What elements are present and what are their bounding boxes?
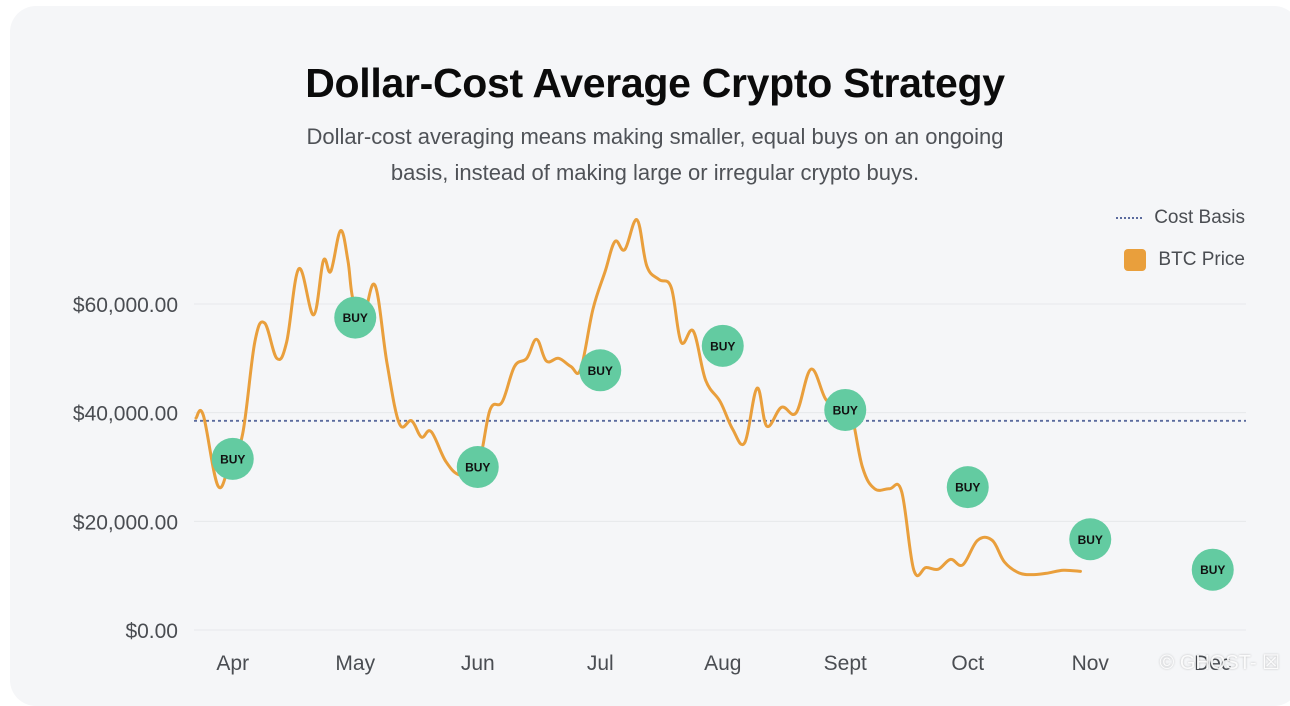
x-tick-label: Dec — [1194, 652, 1231, 675]
buy-marker-label: BUY — [1200, 563, 1225, 577]
y-tick-label: $20,000.00 — [73, 511, 178, 534]
buy-marker[interactable] — [334, 296, 377, 339]
btc-price-chart: $0.00 $20,000.00 $40,000.00 $60,000.00 Apr Ma… — [73, 218, 1246, 675]
x-tick-label: Apr — [216, 652, 249, 675]
buy-marker[interactable] — [456, 446, 499, 488]
x-tick-label: Jul — [587, 652, 614, 675]
buy-marker-label: BUY — [710, 339, 735, 353]
buy-marker[interactable] — [1191, 548, 1234, 591]
watermark: © GHOST- ☒ — [1159, 652, 1280, 674]
x-tick-label: May — [335, 652, 375, 675]
legend-label-btc-price: BTC Price — [1158, 249, 1245, 270]
chart-card — [10, 6, 1290, 706]
buy-marker-label: BUY — [833, 403, 858, 417]
orange-swatch-icon — [1124, 249, 1147, 271]
y-tick-label: $40,000.00 — [73, 403, 178, 426]
buy-marker[interactable] — [1069, 518, 1112, 561]
legend: Cost Basis BTC Price — [1116, 204, 1245, 288]
buy-marker-label: BUY — [343, 311, 368, 325]
dotted-line-icon — [1116, 217, 1143, 219]
buy-marker[interactable] — [579, 349, 622, 392]
y-tick-label: $0.00 — [125, 620, 178, 643]
x-tick-label: Aug — [704, 652, 741, 675]
legend-label-cost-basis: Cost Basis — [1154, 207, 1245, 228]
buy-marker[interactable] — [211, 437, 254, 480]
buy-marker[interactable] — [946, 466, 989, 509]
buy-marker-label: BUY — [588, 364, 613, 378]
buy-marker-label: BUY — [955, 481, 980, 495]
x-tick-label: Oct — [951, 652, 984, 675]
buy-marker-label: BUY — [1078, 533, 1103, 547]
x-tick-label: Nov — [1072, 652, 1110, 675]
chart-subtitle: Dollar-cost averaging means making small… — [306, 124, 1004, 185]
buy-marker-label: BUY — [220, 452, 245, 466]
legend-item-btc-price[interactable]: BTC Price — [1116, 246, 1245, 274]
x-tick-label: Jun — [461, 652, 495, 675]
legend-item-cost-basis[interactable]: Cost Basis — [1116, 204, 1245, 232]
buy-marker[interactable] — [824, 388, 867, 431]
chart-title: Dollar-Cost Average Crypto Strategy — [305, 60, 1005, 106]
buy-marker[interactable] — [701, 324, 744, 367]
x-tick-label: Sept — [824, 652, 867, 675]
y-tick-label: $60,000.00 — [73, 294, 178, 317]
btc-price-line — [194, 218, 1082, 578]
buy-marker-label: BUY — [465, 461, 490, 475]
